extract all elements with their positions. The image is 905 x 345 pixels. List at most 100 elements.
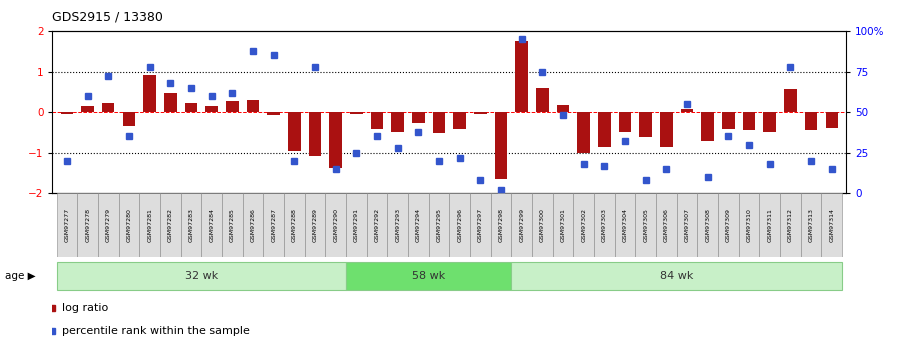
Bar (614, 193, 635, 257)
Text: GSM97314: GSM97314 (829, 208, 834, 242)
Bar (325, 193, 346, 257)
Text: GSM97290: GSM97290 (333, 208, 338, 242)
Bar (433, 112, 445, 133)
Bar (205, 106, 218, 112)
Bar (164, 93, 176, 112)
Bar (784, 89, 796, 112)
Bar (181, 193, 201, 257)
FancyBboxPatch shape (57, 262, 346, 290)
Bar (557, 105, 569, 112)
Bar (491, 193, 511, 257)
Bar (392, 112, 404, 132)
Text: GSM97279: GSM97279 (106, 208, 110, 242)
Text: GSM97287: GSM97287 (272, 208, 276, 242)
Bar (226, 101, 239, 112)
Bar (635, 193, 656, 257)
Text: GSM97313: GSM97313 (808, 208, 814, 242)
Bar (102, 103, 115, 112)
Bar (660, 112, 672, 147)
Bar (143, 75, 156, 112)
Bar (408, 193, 429, 257)
Bar (553, 193, 574, 257)
Text: percentile rank within the sample: percentile rank within the sample (62, 326, 250, 336)
Bar (346, 193, 367, 257)
Text: GSM97309: GSM97309 (726, 208, 731, 242)
Bar (722, 112, 735, 129)
FancyBboxPatch shape (346, 262, 511, 290)
Bar (801, 193, 822, 257)
Text: age ▶: age ▶ (5, 271, 35, 281)
Bar (309, 112, 321, 156)
Bar (123, 112, 135, 126)
Text: 84 wk: 84 wk (660, 271, 693, 281)
Text: GSM97299: GSM97299 (519, 208, 524, 242)
Text: GSM97278: GSM97278 (85, 208, 90, 242)
Bar (247, 100, 259, 112)
Bar (305, 193, 325, 257)
Bar (243, 193, 263, 257)
Text: GSM97283: GSM97283 (188, 208, 194, 242)
Text: GSM97305: GSM97305 (643, 208, 648, 242)
Bar (412, 112, 424, 124)
Text: GSM97312: GSM97312 (788, 208, 793, 242)
Bar (594, 193, 614, 257)
Bar (470, 193, 491, 257)
Bar (743, 112, 756, 130)
Text: GSM97288: GSM97288 (291, 208, 297, 242)
Bar (656, 193, 677, 257)
Bar (495, 112, 507, 179)
Text: GDS2915 / 13380: GDS2915 / 13380 (52, 10, 164, 23)
Bar (160, 193, 181, 257)
Text: 32 wk: 32 wk (185, 271, 218, 281)
Text: GSM97307: GSM97307 (684, 208, 690, 242)
Bar (598, 112, 611, 147)
Text: GSM97280: GSM97280 (127, 208, 131, 242)
Text: GSM97289: GSM97289 (312, 208, 318, 242)
Bar (61, 112, 73, 114)
Bar (698, 193, 718, 257)
Bar (718, 193, 738, 257)
Bar (98, 193, 119, 257)
Bar (759, 193, 780, 257)
Bar (511, 193, 532, 257)
Bar (284, 193, 305, 257)
Bar (201, 193, 222, 257)
Bar (119, 193, 139, 257)
Text: GSM97277: GSM97277 (64, 208, 70, 242)
Text: GSM97293: GSM97293 (395, 208, 400, 242)
Bar (387, 193, 408, 257)
Bar (77, 193, 98, 257)
Bar (516, 41, 528, 112)
Bar (825, 112, 838, 128)
Text: GSM97297: GSM97297 (478, 208, 483, 242)
Bar (429, 193, 450, 257)
Bar (701, 112, 714, 140)
Text: GSM97295: GSM97295 (436, 208, 442, 242)
Text: GSM97298: GSM97298 (499, 208, 503, 242)
Text: GSM97301: GSM97301 (560, 208, 566, 242)
Bar (288, 112, 300, 151)
Text: GSM97281: GSM97281 (148, 208, 152, 242)
Bar (81, 106, 94, 112)
Text: GSM97306: GSM97306 (664, 208, 669, 242)
Text: log ratio: log ratio (62, 304, 109, 313)
Bar (185, 103, 197, 112)
Bar (263, 193, 284, 257)
Text: GSM97302: GSM97302 (581, 208, 586, 242)
Bar (449, 193, 470, 257)
Text: 58 wk: 58 wk (412, 271, 445, 281)
Bar (367, 193, 387, 257)
Bar (268, 112, 280, 115)
Text: GSM97300: GSM97300 (540, 208, 545, 242)
Bar (222, 193, 243, 257)
Bar (57, 193, 77, 257)
Text: GSM97282: GSM97282 (167, 208, 173, 242)
Bar (640, 112, 652, 137)
Bar (764, 112, 776, 131)
Bar (329, 112, 342, 168)
Text: GSM97310: GSM97310 (747, 208, 751, 242)
Text: GSM97286: GSM97286 (251, 208, 255, 242)
Text: GSM97284: GSM97284 (209, 208, 214, 242)
Bar (780, 193, 801, 257)
Bar (139, 193, 160, 257)
